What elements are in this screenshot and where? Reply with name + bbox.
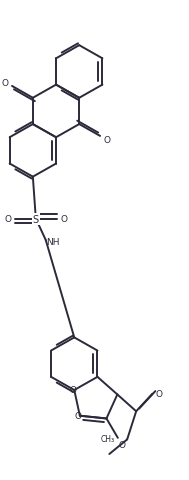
Text: O: O (103, 136, 110, 145)
Text: O: O (5, 215, 12, 224)
Text: CH₃: CH₃ (101, 434, 115, 444)
Text: O: O (156, 389, 163, 398)
Text: S: S (33, 214, 39, 224)
Text: O: O (119, 440, 126, 449)
Text: O: O (60, 215, 67, 224)
Text: NH: NH (46, 238, 59, 247)
Text: O: O (2, 78, 9, 87)
Text: O: O (74, 411, 81, 420)
Text: O: O (70, 386, 77, 395)
